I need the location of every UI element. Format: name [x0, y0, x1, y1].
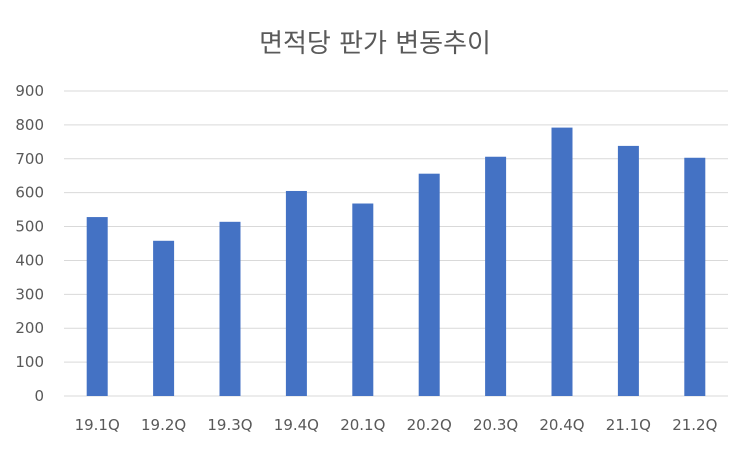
- x-tick-label: 20.3Q: [473, 416, 518, 434]
- x-tick-label: 20.1Q: [340, 416, 385, 434]
- y-tick-label: 700: [15, 150, 44, 168]
- chart-title: 면적당 판가 변동추이: [259, 29, 491, 59]
- bar-20.4Q: [551, 127, 573, 396]
- x-tick-label: 19.4Q: [274, 416, 319, 434]
- y-tick-label: 600: [15, 184, 44, 202]
- bar-20.1Q: [352, 203, 374, 396]
- y-tick-label: 800: [15, 116, 44, 134]
- y-axis-tick-labels: 0 100 200 300 400 500 600 700 800 900: [15, 82, 44, 405]
- x-tick-label: 19.2Q: [141, 416, 186, 434]
- bar-20.2Q: [418, 173, 440, 396]
- bar-19.3Q: [219, 221, 241, 396]
- y-tick-label: 300: [15, 285, 44, 303]
- y-tick-label: 100: [15, 353, 44, 371]
- bar-21.1Q: [617, 145, 639, 396]
- y-tick-label: 900: [15, 82, 44, 100]
- bar-21.2Q: [684, 157, 706, 396]
- x-tick-label: 19.1Q: [75, 416, 120, 434]
- gridlines: [64, 90, 728, 397]
- bar-19.4Q: [285, 190, 307, 396]
- bar-19.1Q: [86, 217, 108, 396]
- y-tick-label: 500: [15, 218, 44, 236]
- x-tick-label: 20.2Q: [407, 416, 452, 434]
- y-tick-label: 200: [15, 319, 44, 337]
- x-tick-label: 19.3Q: [207, 416, 252, 434]
- x-axis-tick-labels: 19.1Q 19.2Q 19.3Q 19.4Q 20.1Q 20.2Q 20.3Q 20.4Q…: [75, 416, 718, 434]
- y-tick-label: 400: [15, 251, 44, 269]
- y-tick-label: 0: [34, 387, 44, 405]
- x-tick-label: 20.4Q: [539, 416, 584, 434]
- x-tick-label: 21.1Q: [606, 416, 651, 434]
- bars: [86, 127, 706, 396]
- bar-20.3Q: [485, 156, 507, 396]
- bar-19.2Q: [153, 240, 175, 396]
- x-tick-label: 21.2Q: [672, 416, 717, 434]
